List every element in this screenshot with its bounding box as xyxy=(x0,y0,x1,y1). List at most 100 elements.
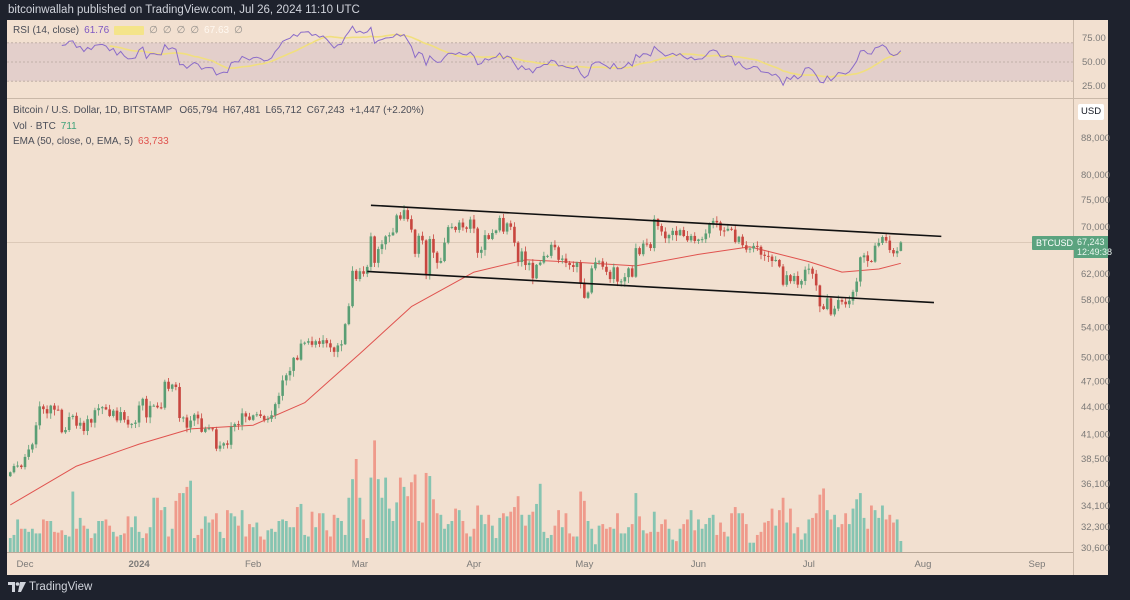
volume-bar xyxy=(218,531,222,552)
ohlc-close: C67,243 xyxy=(306,105,345,116)
volume-bar xyxy=(785,522,789,552)
volume-bar xyxy=(697,519,700,552)
brand-name: TradingView xyxy=(29,581,93,593)
rsi-legend[interactable]: RSI (14, close) 61.76 ∅ ∅ ∅ ∅ 67.63 ∅ xyxy=(13,25,248,36)
candle xyxy=(215,426,218,452)
candle xyxy=(152,404,156,407)
volume-bar xyxy=(741,513,744,552)
candle xyxy=(564,253,568,268)
volume-bar xyxy=(402,486,406,552)
candle-body xyxy=(649,244,652,249)
volume-bar xyxy=(634,493,638,552)
candle xyxy=(376,246,380,268)
candle-body xyxy=(840,300,844,302)
candle-body xyxy=(590,268,594,293)
volume-bar xyxy=(299,503,303,552)
volume-bar xyxy=(122,533,126,552)
candle-body xyxy=(476,228,479,253)
candle xyxy=(97,404,100,416)
volume-bar xyxy=(310,511,314,552)
candle xyxy=(82,420,86,435)
volume-bar xyxy=(262,539,266,552)
currency-button[interactable]: USD xyxy=(1078,104,1104,120)
candle xyxy=(443,237,446,263)
candle-body xyxy=(752,245,755,249)
candle xyxy=(833,305,836,317)
price-axis-label: 75,000 xyxy=(1081,195,1110,206)
candle xyxy=(244,411,248,423)
last-price: 67,243 xyxy=(1077,237,1105,247)
rsi-trailing: ∅ xyxy=(234,25,243,36)
rsi-value: 61.76 xyxy=(84,25,110,36)
candle-body xyxy=(538,262,542,265)
volume-bar xyxy=(284,521,288,552)
candle xyxy=(549,241,553,259)
candle-body xyxy=(605,266,608,272)
ema-legend[interactable]: EMA (50, close, 0, EMA, 5) 63,733 xyxy=(13,136,174,147)
volume-bar xyxy=(759,531,763,552)
price-axis-label: 36,100 xyxy=(1081,479,1110,490)
candle xyxy=(417,233,421,258)
volume-bar xyxy=(700,528,704,552)
volume-bar xyxy=(645,533,649,552)
time-axis-label: May xyxy=(575,559,593,570)
volume-bar xyxy=(203,516,207,552)
candle xyxy=(671,227,674,241)
candle xyxy=(321,335,325,348)
candle xyxy=(380,240,384,255)
candle-body xyxy=(123,412,126,420)
time-axis-label: Aug xyxy=(914,559,931,570)
volume-bar xyxy=(564,513,568,552)
candle-body xyxy=(829,298,833,315)
volume-bar xyxy=(494,538,498,552)
volume-bar xyxy=(822,488,825,552)
candle-body xyxy=(748,248,752,250)
volume-bar xyxy=(881,505,884,552)
candle xyxy=(93,407,97,428)
candle-body xyxy=(244,413,248,417)
volume-bar xyxy=(803,533,807,552)
candle xyxy=(318,337,321,348)
candle-body xyxy=(170,384,174,389)
price-axis: 88,000 80,000 75,000 70,000 62,000 58,000 54,0… xyxy=(1081,133,1110,554)
candle xyxy=(251,414,255,422)
volume-bar xyxy=(682,524,686,552)
price-axis-label: 44,000 xyxy=(1081,402,1110,413)
candle xyxy=(34,422,38,449)
candle xyxy=(60,408,64,434)
candle xyxy=(343,322,347,346)
candle xyxy=(814,270,818,291)
candle-body xyxy=(64,429,67,433)
candle-body xyxy=(204,428,207,432)
volume-bar xyxy=(391,521,395,552)
footer-brand[interactable]: TradingView xyxy=(8,581,92,593)
candle-body xyxy=(546,255,549,257)
candle-body xyxy=(851,291,855,301)
price-axis-label: 41,000 xyxy=(1081,430,1110,441)
candle-body xyxy=(888,240,892,251)
candle xyxy=(49,404,53,419)
candle-body xyxy=(708,223,711,234)
price-axis-label: 58,000 xyxy=(1081,295,1110,306)
symbol-legend[interactable]: Bitcoin / U.S. Dollar, 1D, BITSTAMP O65,7… xyxy=(13,105,429,116)
candle xyxy=(807,263,811,275)
volume-bar xyxy=(892,522,895,552)
candle xyxy=(446,225,450,245)
candle xyxy=(800,279,803,289)
volume-bar xyxy=(686,519,689,552)
volume-bar xyxy=(818,494,822,552)
volume-bar xyxy=(571,536,575,552)
candle-body xyxy=(207,428,211,430)
volume-legend[interactable]: Vol · BTC 711 xyxy=(13,121,82,132)
volume-label: Vol · BTC xyxy=(13,121,56,132)
volume-bar xyxy=(641,530,645,552)
candle-body xyxy=(895,250,899,254)
volume-bar xyxy=(465,533,468,552)
candle-body xyxy=(656,218,660,227)
candle xyxy=(472,214,476,234)
candle-body xyxy=(163,381,167,408)
candle xyxy=(347,303,351,326)
price-axis-label: 38,500 xyxy=(1081,454,1110,465)
candle-body xyxy=(627,268,630,278)
